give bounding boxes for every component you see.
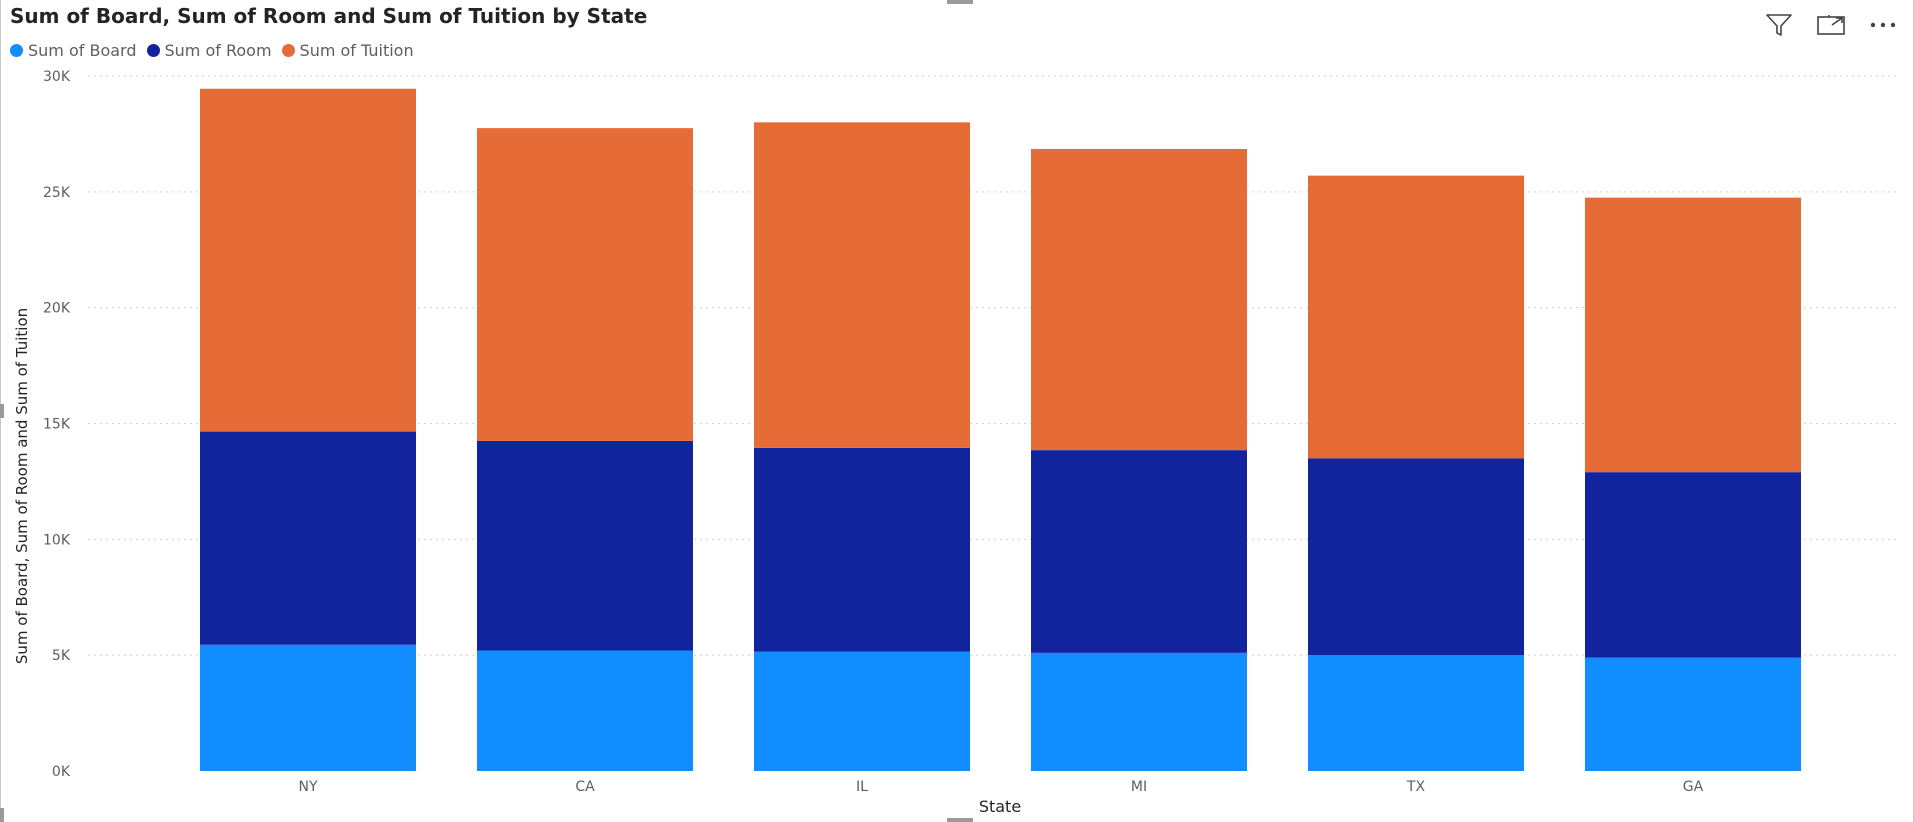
resize-handle-left[interactable] [0, 404, 4, 418]
y-tick-label: 0K [52, 764, 71, 780]
legend-item-room[interactable]: Sum of Room [146, 40, 272, 60]
filter-icon [1766, 14, 1792, 36]
bar-segment-sum-of-board-tx[interactable] [1308, 655, 1524, 771]
bar-segment-sum-of-tuition-mi[interactable] [1031, 148, 1247, 451]
x-tick-label: MI [1131, 779, 1147, 795]
legend-label-room: Sum of Room [164, 40, 272, 60]
bar-segment-sum-of-board-mi[interactable] [1031, 652, 1247, 771]
x-axis-title: State [979, 797, 1021, 816]
bar-segment-sum-of-tuition-il[interactable] [754, 122, 970, 448]
legend-label-tuition: Sum of Tuition [299, 40, 414, 60]
bar-segment-sum-of-room-ga[interactable] [1585, 472, 1801, 658]
bar-segment-sum-of-tuition-ca[interactable] [477, 128, 693, 441]
y-tick-label: 15K [43, 417, 71, 433]
bar-segment-sum-of-room-il[interactable] [754, 447, 970, 652]
y-axis-ticks: 0K 5K 10K 15K 20K 25K 30K [43, 69, 71, 780]
bar-segment-sum-of-room-ny[interactable] [200, 431, 416, 645]
y-tick-label: 10K [43, 532, 71, 548]
bar-segment-sum-of-tuition-ga[interactable] [1585, 197, 1801, 473]
legend-marker-tuition [281, 43, 295, 57]
legend-marker-board [10, 43, 23, 57]
y-tick-label: 30K [43, 69, 71, 85]
filter-button[interactable] [1762, 8, 1796, 42]
bar-segment-sum-of-board-ca[interactable] [477, 650, 693, 771]
x-tick-label: CA [575, 779, 595, 795]
legend-label-board: Sum of Board [28, 40, 137, 60]
bar-segment-sum-of-room-tx[interactable] [1308, 458, 1524, 656]
x-tick-label: GA [1683, 779, 1704, 795]
legend: Sum of Board Sum of Room Sum of Tuition [10, 38, 424, 62]
more-options-button[interactable] [1866, 8, 1900, 42]
x-tick-label: TX [1406, 779, 1426, 795]
chart-title: Sum of Board, Sum of Room and Sum of Tui… [10, 4, 648, 28]
x-axis-ticks: NY CA IL MI TX GA [298, 779, 1703, 795]
bar-stacks [200, 88, 1801, 771]
bar-segment-sum-of-board-il[interactable] [754, 651, 970, 771]
bar-segment-sum-of-board-ga[interactable] [1585, 657, 1801, 771]
bar-segment-sum-of-room-mi[interactable] [1031, 450, 1247, 653]
legend-marker-room [146, 43, 160, 57]
bar-segment-sum-of-tuition-ny[interactable] [200, 88, 416, 432]
more-options-icon [1870, 22, 1896, 28]
resize-handle-bottom[interactable] [947, 818, 973, 822]
resize-handle-corner-bl[interactable] [0, 808, 4, 822]
visual-header-toolbar [1762, 8, 1900, 42]
bar-segment-sum-of-room-ca[interactable] [477, 440, 693, 651]
x-tick-label: IL [856, 779, 868, 795]
focus-mode-button[interactable] [1814, 8, 1848, 42]
y-tick-label: 20K [43, 301, 71, 317]
legend-item-tuition[interactable]: Sum of Tuition [281, 40, 414, 60]
y-tick-label: 25K [43, 185, 71, 201]
bar-segment-sum-of-board-ny[interactable] [200, 644, 416, 771]
resize-handle-top[interactable] [947, 0, 973, 4]
focus-mode-icon [1817, 15, 1845, 35]
y-axis-title: Sum of Board, Sum of Room and Sum of Tui… [13, 308, 31, 664]
x-tick-label: NY [298, 779, 317, 795]
y-tick-label: 5K [52, 648, 71, 664]
bar-segment-sum-of-tuition-tx[interactable] [1308, 175, 1524, 459]
legend-item-board[interactable]: Sum of Board [10, 41, 137, 60]
